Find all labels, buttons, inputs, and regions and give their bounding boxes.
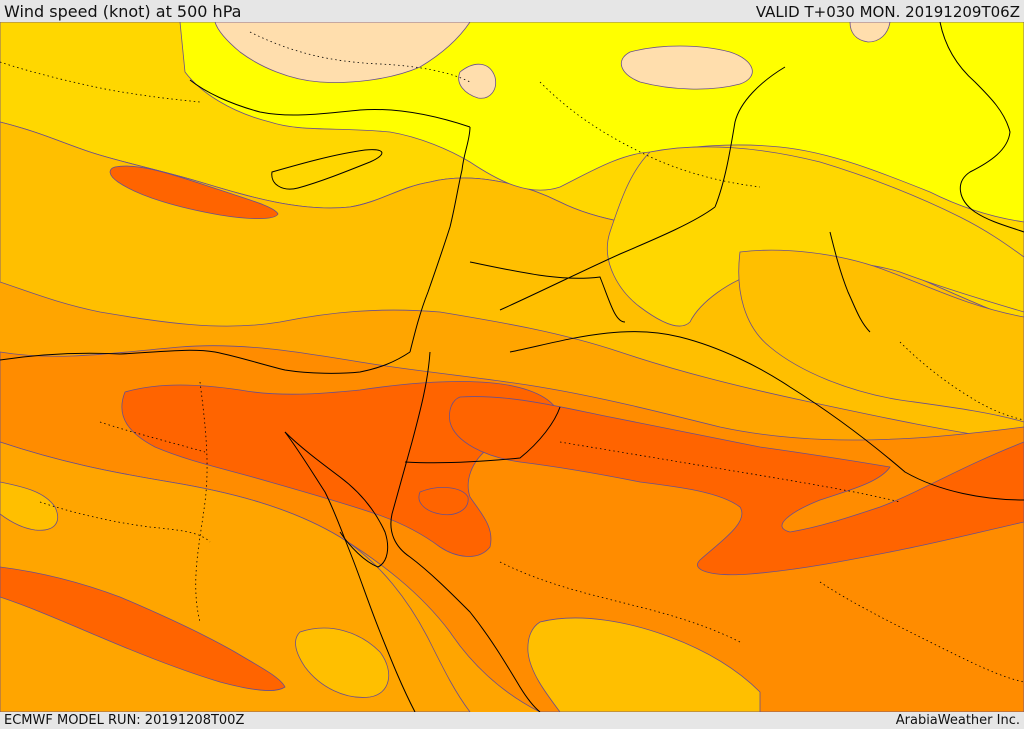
patch-light-4 bbox=[849, 22, 891, 43]
dotted-border-2 bbox=[249, 31, 471, 83]
patch-red-sinai bbox=[418, 487, 469, 516]
border-saudi-iraq bbox=[499, 206, 716, 311]
caspian bbox=[939, 22, 1024, 233]
coast-sinai bbox=[284, 431, 389, 568]
border-iraq-iran bbox=[714, 66, 786, 208]
band-amber-east bbox=[738, 249, 1024, 423]
map-header: Wind speed (knot) at 500 hPa VALID T+030… bbox=[0, 0, 1024, 22]
coast-north-africa bbox=[0, 349, 411, 374]
wind-speed-map bbox=[0, 22, 1024, 712]
patch-light-3 bbox=[458, 63, 497, 99]
dotted-border-6 bbox=[559, 441, 901, 503]
coast-red-sea-east bbox=[390, 351, 541, 712]
patch-amber-south bbox=[527, 617, 761, 712]
valid-time: VALID T+030 MON. 20191209T06Z bbox=[755, 3, 1020, 21]
dotted-border-7 bbox=[499, 561, 741, 643]
patch-amber-sw-1 bbox=[0, 481, 59, 531]
map-footer: ECMWF MODEL RUN: 20191208T00Z ArabiaWeat… bbox=[0, 712, 1024, 729]
dotted-border-8 bbox=[899, 341, 1024, 421]
border-egypt-sudan bbox=[404, 406, 561, 464]
model-run: ECMWF MODEL RUN: 20191208T00Z bbox=[4, 713, 245, 728]
border-saudi-south bbox=[509, 331, 1024, 501]
jet-core-east bbox=[449, 396, 1024, 576]
coast-levant bbox=[409, 126, 471, 353]
band-gold-east bbox=[606, 146, 1024, 327]
cyprus bbox=[271, 149, 383, 190]
coast-red-sea-west bbox=[284, 431, 416, 712]
jet-core-nw bbox=[109, 165, 279, 220]
patch-light-1 bbox=[214, 22, 471, 83]
dotted-border-3 bbox=[539, 81, 761, 188]
patch-light-2 bbox=[620, 45, 753, 90]
dotted-border-5 bbox=[39, 501, 211, 543]
dotted-border-10 bbox=[99, 421, 206, 453]
map-title: Wind speed (knot) at 500 hPa bbox=[4, 2, 242, 21]
patch-amber-sw-2 bbox=[295, 627, 389, 698]
jet-core-sw bbox=[0, 566, 286, 691]
coast-turkey bbox=[189, 79, 471, 128]
credit: ArabiaWeather Inc. bbox=[895, 713, 1020, 728]
dotted-border-1 bbox=[0, 61, 201, 103]
persian-gulf bbox=[829, 231, 871, 333]
border-jordan bbox=[469, 261, 626, 323]
